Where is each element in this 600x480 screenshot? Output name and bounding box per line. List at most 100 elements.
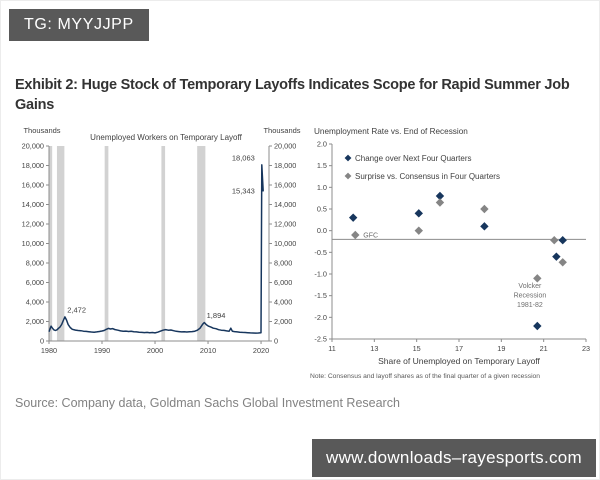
scatter-point xyxy=(435,191,445,201)
annotations: GFC Volcker Recession 1981-82 xyxy=(363,233,546,309)
legend-label: Change over Next Four Quarters xyxy=(355,154,472,163)
data-label: 1,894 xyxy=(207,311,226,320)
chart-title: Unemployed Workers on Temporary Layoff xyxy=(90,133,242,142)
recession-band xyxy=(49,146,53,341)
annotation-text: Volcker xyxy=(518,283,542,290)
x-tick-label: 2000 xyxy=(147,346,163,355)
y-tick-label-left: 14,000 xyxy=(22,200,44,209)
scatter-point xyxy=(351,230,360,240)
recession-band xyxy=(104,146,109,341)
chart-headings: Thousands Thousands Unemployed Workers on … xyxy=(23,126,300,142)
y-tick-label: 1.5 xyxy=(317,161,327,170)
scatter-point xyxy=(550,236,559,245)
x-tick-label: 23 xyxy=(582,344,590,353)
telegram-watermark-text: TG: MYYJJPP xyxy=(24,16,134,33)
y-tick-label-left: 18,000 xyxy=(22,161,44,170)
recession-bands xyxy=(49,146,206,341)
x-tick-label: 1980 xyxy=(41,346,57,355)
y-tick-label-right: 16,000 xyxy=(274,181,296,190)
x-tick-label: 15 xyxy=(413,344,421,353)
legend-label: Surprise vs. Consensus in Four Quarters xyxy=(355,172,500,181)
y-tick-label: 0.0 xyxy=(317,226,327,235)
x-tick-label: 17 xyxy=(455,344,463,353)
scatter-point xyxy=(414,209,423,218)
temporary-layoffs-line-chart: 0 0 2,000 2,000 4,000 4,000 6,000 6,000 8,000 8,0… xyxy=(22,126,301,356)
y-tick-label-right: 14,000 xyxy=(274,200,296,209)
x-tick-label: 13 xyxy=(370,344,378,353)
chart-headings: Unemployment Rate vs. End of Recession Sh… xyxy=(310,127,541,380)
y-tick-label: 1.0 xyxy=(317,183,327,192)
y-axis-unit-right: Thousands xyxy=(263,126,300,135)
source-attribution: Source: Company data, Goldman Sachs Glob… xyxy=(15,396,400,410)
exhibit-title: Exhibit 2: Huge Stock of Temporary Layof… xyxy=(15,77,570,113)
y-tick-label-right: 10,000 xyxy=(274,239,296,248)
scatter-point xyxy=(435,198,445,207)
y-tick-label-left: 6,000 xyxy=(26,278,44,287)
x-tick-label: 21 xyxy=(540,344,548,353)
y-tick-label-left: 20,000 xyxy=(22,142,44,151)
y-tick-label-right: 4,000 xyxy=(274,298,292,307)
y-tick-label-right: 8,000 xyxy=(274,259,292,268)
y-tick-label-right: 12,000 xyxy=(274,220,296,229)
y-tick-label: -2.0 xyxy=(314,313,327,322)
x-tick-label: 19 xyxy=(497,344,505,353)
x-axis-title: Share of Unemployed on Temporary Layoff xyxy=(378,356,540,366)
scatter-point xyxy=(533,274,542,283)
scatter-point xyxy=(533,321,542,331)
y-tick-label-left: 10,000 xyxy=(22,239,44,248)
annotation-text: GFC xyxy=(363,233,378,240)
legend-marker xyxy=(344,154,352,162)
y-tick-label: 2.0 xyxy=(317,140,327,149)
scatter-point xyxy=(480,222,489,231)
y-tick-label: -2.5 xyxy=(314,335,327,344)
scatter-point xyxy=(348,213,358,222)
recession-band xyxy=(56,146,65,341)
unemployment-recession-scatter-chart: 2.0 1.5 1.0 0.5 0.0 -0.5 -1.0 -1.5 -2.0 -2.511 13 1… xyxy=(310,127,590,380)
x-tick-label: 2010 xyxy=(200,346,216,355)
y-tick-label-left: 4,000 xyxy=(26,298,44,307)
y-tick-label-left: 16,000 xyxy=(22,181,44,190)
data-label: 18,063 xyxy=(232,154,255,163)
layoffs-line xyxy=(48,164,264,334)
telegram-watermark-badge: TG: MYYJJPP xyxy=(9,9,149,41)
scatter-point xyxy=(480,204,489,214)
y-tick-label-left: 8,000 xyxy=(26,259,44,268)
data-label: 15,343 xyxy=(232,186,255,195)
annotation-text: 1981-82 xyxy=(517,302,543,309)
legend-marker xyxy=(344,172,352,180)
legend: Change over Next Four Quarters Surprise v… xyxy=(344,154,500,181)
website-watermark-badge: www.downloads–rayesports.com xyxy=(312,439,596,477)
y-tick-label-left: 12,000 xyxy=(22,220,44,229)
y-tick-label-left: 0 xyxy=(40,337,44,346)
y-tick-label-right: 6,000 xyxy=(274,278,292,287)
x-tick-label: 1990 xyxy=(94,346,110,355)
recession-band xyxy=(197,146,206,341)
data-label: 2,472 xyxy=(67,306,86,315)
charts-row: 0 0 2,000 2,000 4,000 4,000 6,000 6,000 8,000 8,0… xyxy=(1,121,599,391)
y-tick-label: -1.0 xyxy=(314,270,327,279)
website-watermark-text: www.downloads–rayesports.com xyxy=(326,448,582,467)
scatter-point xyxy=(558,258,567,267)
scatter-point xyxy=(414,226,423,235)
y-tick-label-right: 20,000 xyxy=(274,142,296,151)
axes: 2.0 1.5 1.0 0.5 0.0 -0.5 -1.0 -1.5 -2.0 -2.511 13 1… xyxy=(314,140,590,354)
scatter-point xyxy=(552,252,561,261)
y-tick-label-right: 0 xyxy=(274,337,278,346)
annotation-text: Recession xyxy=(514,292,547,299)
scatter-series xyxy=(348,191,567,331)
chart-note: Note: Consensus and layoff shares as of … xyxy=(310,373,540,380)
recession-band xyxy=(161,146,166,341)
x-tick-label: 11 xyxy=(328,344,336,353)
x-tick-label: 2020 xyxy=(253,346,269,355)
y-tick-label: 0.5 xyxy=(317,205,327,214)
y-tick-label: -0.5 xyxy=(314,248,327,257)
y-tick-label-right: 2,000 xyxy=(274,317,292,326)
y-tick-label: -1.5 xyxy=(314,291,327,300)
axes: 0 0 2,000 2,000 4,000 4,000 6,000 6,000 8,000 8,0… xyxy=(22,142,297,356)
scatter-point xyxy=(558,236,567,245)
y-axis-unit-left: Thousands xyxy=(23,126,60,135)
y-tick-label-right: 18,000 xyxy=(274,161,296,170)
y-tick-label-left: 2,000 xyxy=(26,317,44,326)
annotations: 2,472 1,894 18,063 15,343 xyxy=(67,154,255,320)
